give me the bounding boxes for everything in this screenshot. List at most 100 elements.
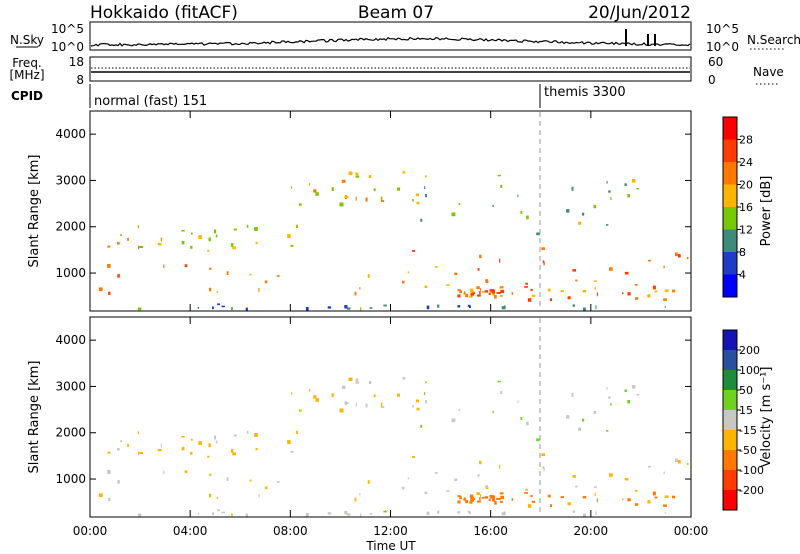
freq-label-line1: Freq. [12, 56, 42, 70]
cpid-mode-normal: normal (fast) 151 [94, 94, 207, 109]
velocity-echo-cell [313, 395, 317, 399]
velocity-echo-cell [215, 440, 218, 444]
power-echo-cell [606, 224, 609, 226]
velocity-echo-cell [434, 472, 438, 474]
power-echo-cell [197, 306, 199, 309]
power-echo-cell [631, 179, 636, 183]
velocity-echo-cell [139, 452, 143, 454]
velocity-echo-cell [485, 485, 488, 488]
power-echo-cell [373, 188, 376, 192]
power-echo-cell [446, 284, 450, 286]
power-echo-cell [198, 235, 202, 239]
velocity-echo-cell [458, 409, 461, 412]
color-bar-segment [723, 430, 737, 451]
velocity-echo-cell [209, 473, 212, 476]
power-echo-cell [380, 196, 383, 201]
power-echo-cell [499, 286, 504, 289]
velocity-echo-cell [526, 421, 529, 426]
velocity-echo-cell [663, 471, 665, 475]
power-echo-cell [496, 291, 501, 294]
velocity-echo-cell [412, 405, 414, 408]
power-echo-cell [434, 266, 438, 268]
velocity-echo-cell [181, 446, 185, 451]
velocity-echo-cell [560, 496, 564, 499]
power-echo-cell [593, 280, 597, 282]
power-echo-cell [663, 265, 665, 269]
velocity-echo-cell [635, 503, 639, 506]
velocity-echo-cell [346, 513, 351, 516]
velocity-echo-cell [344, 511, 348, 515]
power-echo-cell [458, 203, 461, 206]
cpid-label: CPID [11, 89, 43, 103]
velocity-echo-cell [138, 451, 140, 456]
velocity-echo-cell [98, 493, 103, 498]
y-tick-label: 3000 [55, 173, 86, 187]
velocity-echo-cell [594, 492, 596, 496]
x-tick-label: 04:00 [173, 524, 208, 538]
power-echo-cell [296, 224, 298, 228]
power-echoes [98, 171, 689, 312]
velocity-echo-cell [213, 435, 217, 440]
velocity-echo-cell [686, 463, 689, 466]
velocity-y-ticks: 4000 3000 2000 1000 [55, 333, 691, 486]
velocity-echo-cell [608, 396, 611, 399]
power-echo-cell [549, 298, 552, 301]
color-bar-segment [723, 139, 737, 163]
power-echo-cell [117, 242, 120, 245]
power-echo-cell [481, 290, 485, 293]
velocity-echo-cell [355, 381, 360, 384]
velocity-echo-cell [477, 500, 481, 503]
power-echo-cell [416, 201, 420, 205]
velocity-echo-cell [457, 500, 461, 504]
power-echo-cell [437, 304, 440, 308]
velocity-echo-cell [296, 430, 298, 434]
power-echo-cell [664, 306, 666, 308]
velocity-echo-cell [420, 424, 423, 428]
x-tick-label: 00:00 [73, 524, 108, 538]
velocity-echo-cell [549, 504, 552, 507]
power-echo-cell [457, 305, 461, 308]
power-echo-cell [190, 245, 193, 249]
y-tick-label: 4000 [55, 127, 86, 141]
power-echo-cell [217, 303, 220, 306]
velocity-echo-cell [606, 387, 608, 390]
power-echo-cell [231, 307, 233, 311]
velocity-echo-cell [287, 440, 291, 445]
velocity-color-scale: 200 100 50 15 -15 -50 -100 -200 [722, 329, 764, 511]
velocity-echo-cell [348, 377, 353, 382]
velocity-echo-cell [622, 498, 624, 501]
cpid-panel: CPID normal (fast) 151 themis 3300 [11, 84, 626, 109]
velocity-echo-cell [355, 402, 357, 407]
color-bar-label: -15 [739, 424, 757, 437]
power-echo-cell [469, 305, 471, 309]
velocity-echo-cell [233, 434, 237, 437]
power-echo-cell [572, 304, 575, 307]
power-echo-cell [315, 192, 319, 196]
velocity-echo-cell [492, 498, 496, 502]
velocity-echo-cell [469, 501, 473, 504]
power-echo-cell [258, 288, 260, 292]
velocity-echo-cell [160, 443, 162, 448]
power-echo-cell [424, 285, 428, 288]
velocity-echo-cell [258, 494, 260, 498]
velocity-echo-cell [496, 497, 501, 500]
power-echo-cell [305, 307, 309, 311]
power-echo-cell [226, 271, 229, 275]
power-echo-cell [499, 258, 501, 263]
velocity-echo-cell [415, 399, 419, 403]
velocity-echo-cell [355, 378, 359, 382]
y-tick-label: 1000 [55, 266, 86, 280]
velocity-echo-cell [276, 481, 280, 483]
color-bar-label: -100 [739, 464, 764, 477]
velocity-echo-cell [221, 511, 225, 514]
power-echo-cell [582, 290, 587, 293]
velocity-echo-cell [331, 393, 334, 397]
power-echo-cell [120, 234, 122, 236]
velocity-echo-cell [571, 392, 574, 397]
velocity-echo-cell [424, 381, 427, 384]
velocity-echo-cell [315, 398, 319, 402]
velocity-echo-cell [339, 408, 344, 413]
velocity-echo-cell [359, 493, 361, 496]
velocity-echo-cell [367, 480, 370, 484]
power-echo-cell [536, 232, 540, 236]
